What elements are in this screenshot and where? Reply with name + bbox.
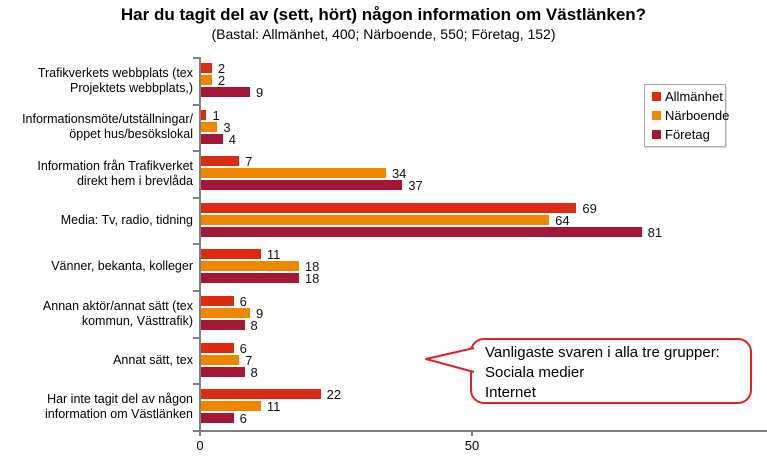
bar-allmänhet bbox=[201, 342, 234, 353]
bar-allmänhet bbox=[201, 249, 261, 260]
bar-närboende bbox=[201, 308, 250, 318]
category-label: Information från Trafikverket direkt hem… bbox=[37, 158, 193, 188]
y-axis-tick bbox=[193, 243, 199, 246]
legend-item: Företag bbox=[652, 127, 725, 142]
bar-allmänhet bbox=[201, 389, 321, 400]
bar-value-label: 18 bbox=[304, 271, 320, 287]
bar-allmänhet bbox=[201, 109, 207, 120]
bar-value-label: 6 bbox=[239, 340, 247, 356]
bar-allmänhet bbox=[201, 63, 212, 73]
legend-swatch bbox=[652, 130, 661, 139]
category-label: Media: Tv, radio, tidning bbox=[60, 212, 193, 227]
bar-value-label: 9 bbox=[255, 85, 264, 100]
bar-allmänhet bbox=[201, 202, 577, 213]
category-label: Annan aktör/annat sätt (tex kommun, Väst… bbox=[42, 298, 193, 328]
x-axis-line bbox=[197, 430, 767, 432]
bar-allmänhet bbox=[201, 296, 234, 306]
bar-value-label: 2 bbox=[217, 61, 226, 76]
x-axis-tick-label: 50 bbox=[464, 438, 480, 453]
y-axis-tick bbox=[193, 150, 199, 153]
bar-företag bbox=[201, 133, 223, 144]
bar-value-label: 2 bbox=[217, 73, 226, 88]
y-axis-tick bbox=[193, 383, 199, 386]
chart-subtitle: (Bastal: Allmänhet, 400; Närboende, 550;… bbox=[211, 26, 556, 42]
legend-label: Närboende bbox=[665, 108, 730, 123]
legend-swatch bbox=[652, 92, 661, 101]
legend: Allmänhet Närboende Företag bbox=[644, 84, 729, 147]
y-axis-tick bbox=[193, 196, 199, 199]
bar-value-label: 4 bbox=[228, 131, 236, 147]
bar-närboende bbox=[201, 75, 212, 85]
bar-närboende bbox=[201, 354, 240, 365]
bar-value-label: 8 bbox=[250, 318, 258, 333]
bar-närboende bbox=[201, 401, 261, 412]
bar-value-label: 69 bbox=[582, 200, 597, 216]
bar-value-label: 7 bbox=[245, 352, 253, 368]
callout-line: Sociala medier bbox=[485, 364, 585, 381]
callout-line: Vanligaste svaren i alla tre grupper: bbox=[485, 344, 720, 361]
category-label: Informationsmöte/utställningar/ öppet hu… bbox=[22, 112, 193, 142]
bar-företag bbox=[201, 273, 299, 284]
bar-value-label: 6 bbox=[239, 294, 247, 309]
bar-value-label: 64 bbox=[555, 212, 570, 228]
category-label: Har inte tagit del av någon information … bbox=[45, 391, 193, 421]
bar-value-label: 11 bbox=[266, 247, 281, 263]
category-label: Trafikverkets webbplats (tex Projektets … bbox=[37, 65, 193, 95]
category-label: Vänner, bekanta, kolleger bbox=[51, 259, 193, 274]
legend-label: Allmänhet bbox=[665, 89, 723, 104]
legend-label: Företag bbox=[665, 127, 710, 142]
y-axis-tick bbox=[193, 103, 199, 106]
bar-value-label: 7 bbox=[245, 154, 253, 170]
bar-value-label: 3 bbox=[223, 119, 231, 135]
callout-pointer-icon bbox=[425, 347, 475, 373]
bar-value-label: 9 bbox=[255, 306, 264, 321]
bar-value-label: 81 bbox=[647, 224, 663, 240]
y-axis-tick bbox=[193, 429, 199, 432]
x-axis-tick bbox=[199, 432, 201, 436]
x-axis-tick bbox=[471, 432, 473, 436]
bar-närboende bbox=[201, 168, 386, 179]
legend-swatch bbox=[652, 111, 661, 120]
bar-allmänhet bbox=[201, 156, 240, 167]
bar-företag bbox=[201, 413, 234, 424]
bar-value-label: 37 bbox=[408, 178, 423, 194]
x-axis-tick-label: 0 bbox=[196, 438, 204, 453]
bar-value-label: 6 bbox=[239, 411, 247, 427]
legend-item: Närboende bbox=[652, 108, 729, 123]
bar-företag bbox=[201, 226, 642, 237]
callout-bubble: Vanligaste svaren i alla tre grupper: So… bbox=[470, 338, 752, 404]
bar-närboende bbox=[201, 121, 218, 132]
bar-företag bbox=[201, 180, 403, 191]
y-axis-tick bbox=[193, 290, 199, 292]
bar-företag bbox=[201, 87, 250, 97]
bar-företag bbox=[201, 366, 245, 377]
bar-value-label: 11 bbox=[266, 399, 281, 415]
legend-item: Allmänhet bbox=[652, 89, 725, 104]
bar-företag bbox=[201, 320, 245, 330]
bar-value-label: 8 bbox=[250, 364, 258, 380]
bar-närboende bbox=[201, 261, 299, 272]
y-axis-tick bbox=[193, 336, 199, 339]
bar-value-label: 34 bbox=[391, 166, 407, 182]
bar-value-label: 18 bbox=[304, 259, 320, 275]
bar-value-label: 1 bbox=[212, 107, 220, 123]
callout-line: Internet bbox=[485, 384, 536, 401]
y-axis-tick bbox=[193, 57, 199, 59]
y-axis-line bbox=[199, 57, 201, 431]
bar-value-label: 22 bbox=[326, 387, 342, 403]
category-label: Annat sätt, tex bbox=[113, 352, 193, 367]
chart-title: Har du tagit del av (sett, hört) någon i… bbox=[120, 5, 647, 24]
bar-närboende bbox=[201, 214, 550, 225]
